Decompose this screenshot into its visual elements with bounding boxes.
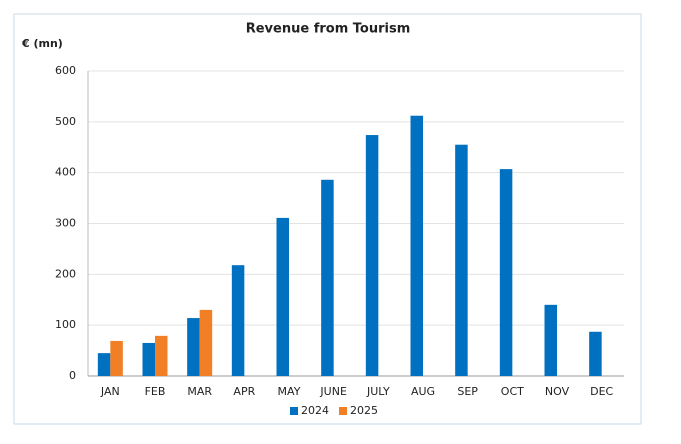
x-tick-label: JAN	[100, 385, 120, 398]
bar	[199, 309, 213, 376]
y-tick-label: 500	[55, 115, 76, 128]
bar	[499, 169, 513, 376]
x-tick-label: NOV	[545, 385, 570, 398]
legend-swatch	[290, 407, 298, 415]
x-tick-label: OCT	[501, 385, 524, 398]
x-tick-label: JULY	[366, 385, 390, 398]
y-tick-label: 600	[55, 64, 76, 77]
y-tick-label: 400	[55, 166, 76, 179]
bar	[365, 135, 379, 376]
bar	[589, 331, 602, 376]
bar	[410, 115, 423, 376]
bar	[110, 340, 123, 376]
x-tick-label: SEP	[457, 385, 478, 398]
bar	[187, 318, 200, 376]
x-tick-label: MAY	[278, 385, 301, 398]
x-tick-label: MAR	[187, 385, 212, 398]
legend-label: 2025	[350, 404, 378, 417]
legend-label: 2024	[301, 404, 329, 417]
chart-title: Revenue from Tourism	[246, 22, 411, 37]
x-tick-label: JUNE	[319, 385, 347, 398]
bar	[155, 335, 168, 376]
y-tick-label: 100	[55, 318, 76, 331]
bar	[142, 342, 155, 376]
bar	[97, 353, 111, 376]
x-tick-label: DEC	[590, 385, 613, 398]
y-axis-label: € (mn)	[21, 37, 63, 50]
y-tick-label: 200	[55, 267, 76, 280]
bar	[231, 265, 245, 376]
bar	[321, 179, 334, 376]
x-tick-label: APR	[233, 385, 255, 398]
x-tick-label: AUG	[411, 385, 435, 398]
bar	[276, 217, 289, 376]
bar	[544, 304, 557, 376]
legend-swatch	[339, 407, 347, 415]
bar	[455, 144, 468, 376]
y-tick-label: 0	[69, 369, 76, 382]
y-tick-label: 300	[55, 217, 76, 230]
x-tick-label: FEB	[145, 385, 166, 398]
